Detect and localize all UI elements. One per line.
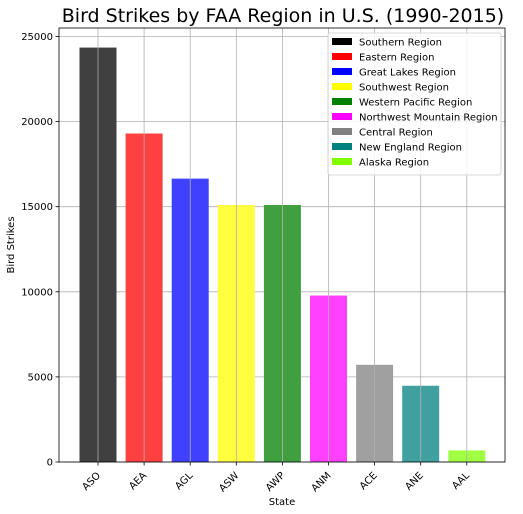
legend-swatch — [332, 143, 352, 150]
x-tick-label: ANM — [310, 470, 334, 494]
legend-label: Great Lakes Region — [359, 68, 456, 79]
legend: Southern Region Eastern Region Great Lakes… — [327, 32, 502, 176]
x-tick-label: ASW — [217, 470, 241, 494]
legend-label: Eastern Region — [359, 53, 434, 64]
legend-label: Southwest Region — [359, 83, 449, 94]
x-tick-label: AEA — [127, 470, 149, 492]
y-tick-label: 0 — [47, 458, 53, 469]
y-tick-label: 15000 — [21, 202, 53, 213]
y-axis-label: Bird Strikes — [6, 216, 17, 273]
legend-swatch — [332, 83, 352, 90]
legend-box — [327, 32, 502, 176]
y-axis: 0 5000 10000 15000 20000 25000 — [21, 32, 59, 469]
x-tick-label: AWP — [264, 470, 287, 493]
legend-label: Western Pacific Region — [359, 98, 472, 109]
y-tick-label: 5000 — [28, 372, 53, 383]
legend-swatch — [332, 98, 352, 105]
y-tick-label: 25000 — [21, 32, 53, 43]
x-tick-label: ASO — [80, 470, 103, 493]
y-tick-label: 10000 — [21, 287, 53, 298]
legend-label: Alaska Region — [359, 158, 429, 169]
x-tick-label: AGL — [173, 470, 195, 492]
legend-label: Southern Region — [359, 38, 442, 49]
x-axis: ASO AEA AGL ASW AWP ANM ACE ANE AAL — [80, 462, 472, 494]
legend-label: New England Region — [359, 143, 462, 154]
x-axis-label: State — [269, 497, 295, 508]
y-tick-label: 20000 — [21, 117, 53, 128]
legend-swatch — [332, 158, 352, 165]
legend-swatch — [332, 53, 352, 60]
legend-label: Central Region — [359, 128, 433, 139]
x-tick-label: ACE — [358, 470, 380, 492]
legend-label: Northwest Mountain Region — [359, 113, 498, 124]
x-tick-label: ANE — [403, 470, 425, 492]
chart-title: Bird Strikes by FAA Region in U.S. (1990… — [62, 5, 504, 27]
legend-swatch — [332, 113, 352, 120]
legend-swatch — [332, 38, 352, 45]
legend-swatch — [332, 128, 352, 135]
x-tick-label: AAL — [450, 470, 472, 492]
legend-swatch — [332, 68, 352, 75]
